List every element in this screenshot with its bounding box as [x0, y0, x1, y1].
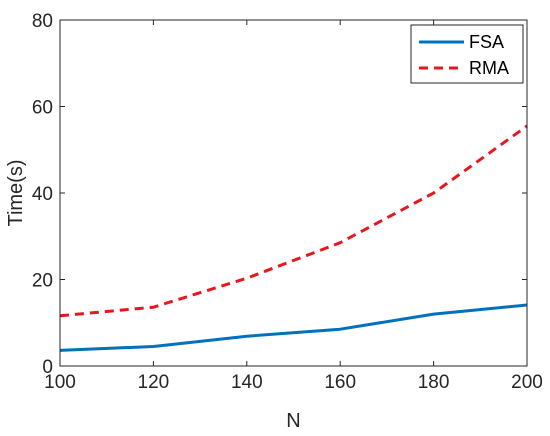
series-line-rma	[59, 124, 528, 318]
x-tick-label-180: 180	[418, 372, 450, 393]
y-tick-label-60: 60	[32, 98, 53, 119]
x-tick-label-140: 140	[231, 372, 263, 393]
x-tick-label-160: 160	[324, 372, 356, 393]
y-tick-label-40: 40	[32, 184, 53, 205]
legend: FSA RMA	[410, 24, 524, 84]
y-tick-label-80: 80	[32, 11, 53, 32]
legend-label-rma: RMA	[469, 58, 509, 78]
ticks-layer: 100 120 140 160 180 200 0 20 40 60 80	[32, 11, 543, 393]
series-line-fsa	[59, 303, 528, 352]
y-tick-label-0: 0	[42, 357, 53, 378]
y-tick-label-20: 20	[32, 271, 53, 292]
x-axis-label: N	[286, 410, 300, 432]
legend-box	[410, 24, 524, 84]
series-layer	[59, 124, 528, 352]
x-tick-label-200: 200	[511, 372, 543, 393]
legend-label-fsa: FSA	[469, 32, 504, 52]
x-tick-label-120: 120	[138, 372, 170, 393]
x-tick-label-100: 100	[44, 372, 76, 393]
y-axis-label: Time(s)	[5, 159, 27, 226]
